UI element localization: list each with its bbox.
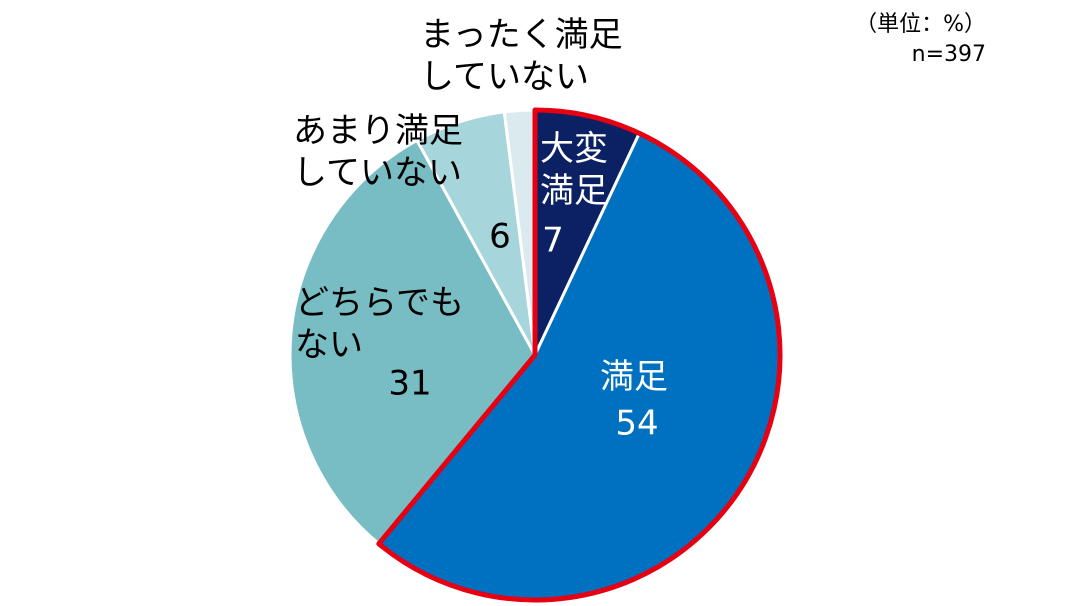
- category-label: 大変満足: [540, 129, 608, 211]
- sample-size: n=397: [911, 42, 986, 67]
- value-label: 31: [388, 364, 431, 404]
- highlight-outline: [376, 107, 783, 603]
- category-label: 満足: [600, 357, 668, 397]
- value-label: 6: [489, 217, 511, 257]
- value-label: 7: [542, 221, 564, 261]
- category-label: あまり満足していない: [293, 111, 463, 193]
- category-label: どちらでもない: [295, 283, 464, 365]
- pie-slice: [288, 138, 537, 546]
- category-label: まったく満足していない: [420, 15, 623, 97]
- value-label: 54: [615, 404, 658, 444]
- unit-note: （単位：%）: [855, 12, 986, 37]
